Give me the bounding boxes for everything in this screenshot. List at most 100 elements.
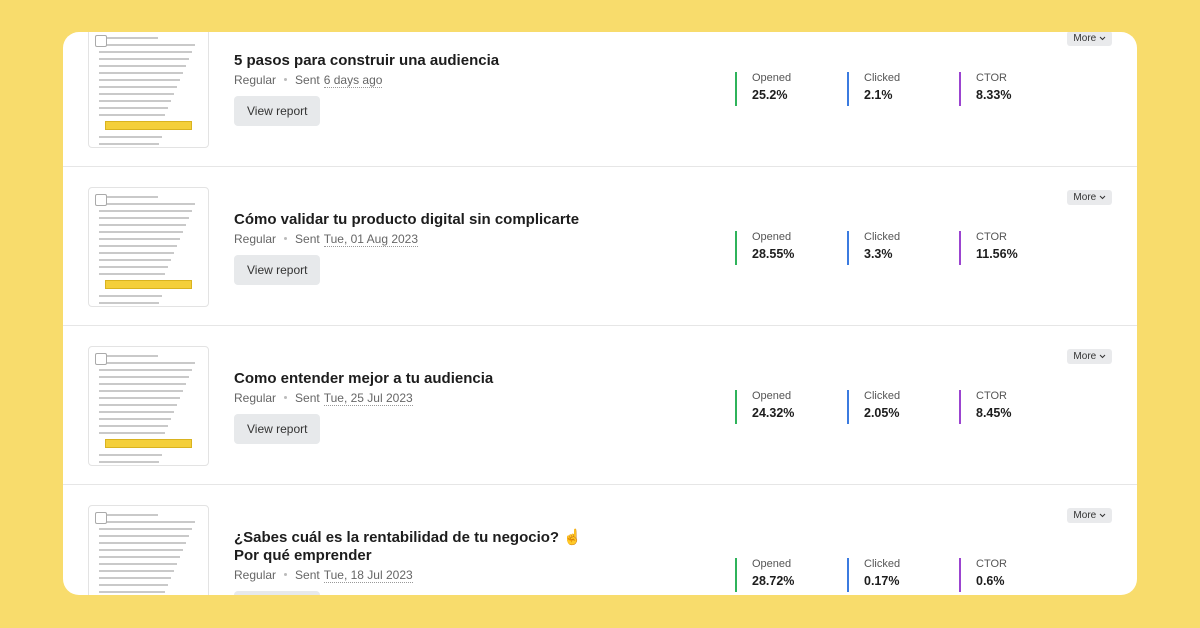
thumb-line xyxy=(99,79,181,81)
email-thumbnail xyxy=(88,32,209,148)
thumb-line xyxy=(99,203,196,205)
row-content: Cómo validar tu producto digital sin com… xyxy=(234,211,1071,285)
chevron xyxy=(1099,36,1106,41)
thumb-line xyxy=(99,58,190,60)
thumb-line xyxy=(99,584,169,586)
thumb-line xyxy=(99,196,159,198)
thumb-line xyxy=(99,432,166,434)
campaign-type: Regular xyxy=(234,568,277,582)
metric-label: Clicked xyxy=(864,390,901,402)
thumb-line xyxy=(99,266,169,268)
more-button[interactable]: More xyxy=(1067,190,1112,205)
metric-value: 0.6% xyxy=(976,574,1005,588)
thumb-button xyxy=(105,439,192,448)
thumb-line xyxy=(99,93,175,95)
thumb-line xyxy=(99,86,178,88)
sent-label: Sent xyxy=(295,73,320,87)
thumb-line xyxy=(99,210,193,212)
text-block: Como entender mejor a tu audiencia Regula… xyxy=(234,370,735,444)
btn-wrap: View report xyxy=(234,405,735,444)
metric: Clicked 2.1% xyxy=(847,72,959,106)
btn-wrap: View report xyxy=(234,582,735,595)
more-button[interactable]: More xyxy=(1067,508,1112,523)
metric: CTOR 0.6% xyxy=(959,558,1071,592)
metric-value: 2.05% xyxy=(864,406,900,420)
metric-value: 11.56% xyxy=(976,247,1018,261)
campaign-title: Cómo validar tu producto digital sin com… xyxy=(234,211,580,228)
thumb-line xyxy=(99,259,172,261)
campaign-row: 5 pasos para construir una audiencia Regu… xyxy=(63,32,1137,167)
thumb-line xyxy=(99,461,160,463)
thumb-line xyxy=(99,563,178,565)
campaign-row: Cómo validar tu producto digital sin com… xyxy=(63,167,1137,326)
thumb-line xyxy=(99,302,160,304)
metric-label: CTOR xyxy=(976,231,1007,243)
thumb-line xyxy=(99,542,187,544)
metric-value: 28.72% xyxy=(752,574,795,588)
metrics: Opened 25.2% Clicked 2.1% CTOR 8.33% xyxy=(735,72,1071,106)
metrics: Opened 28.72% Clicked 0.17% CTOR 0.6% xyxy=(735,558,1071,592)
metrics: Opened 24.32% Clicked 2.05% CTOR 8.45% xyxy=(735,390,1071,424)
campaign-meta: Regular Sent Tue, 25 Jul 2023 xyxy=(234,391,735,406)
chevron xyxy=(1099,195,1106,200)
metric: Opened 24.32% xyxy=(735,390,847,424)
sent-date: Tue, 18 Jul 2023 xyxy=(323,568,413,583)
more-button[interactable]: More xyxy=(1067,349,1112,364)
email-thumbnail xyxy=(88,187,209,307)
campaign-type: Regular xyxy=(234,232,277,246)
more-button[interactable]: More xyxy=(1067,32,1112,46)
sent-label: Sent xyxy=(295,391,320,405)
email-thumbnail xyxy=(88,505,209,595)
metric: Clicked 0.17% xyxy=(847,558,959,592)
thumb-line xyxy=(99,577,172,579)
thumb-line xyxy=(99,418,172,420)
metric-value: 8.45% xyxy=(976,406,1012,420)
thumb-line xyxy=(99,44,196,46)
checkbox[interactable] xyxy=(95,512,107,524)
btn-wrap: View report xyxy=(234,87,735,126)
metric: Clicked 2.05% xyxy=(847,390,959,424)
btn-wrap: View report xyxy=(234,246,735,285)
row-content: Como entender mejor a tu audiencia Regula… xyxy=(234,370,1071,444)
campaign-list: 5 pasos para construir una audiencia Regu… xyxy=(63,32,1137,595)
thumb-line xyxy=(99,397,181,399)
separator-dot xyxy=(284,573,288,577)
row-content: ¿Sabes cuál es la rentabilidad de tu neg… xyxy=(234,529,1071,595)
metric-label: Opened xyxy=(752,558,792,570)
metric-value: 8.33% xyxy=(976,88,1012,102)
campaign-meta: Regular Sent Tue, 01 Aug 2023 xyxy=(234,232,735,247)
view-report-button[interactable]: View report xyxy=(234,255,321,285)
thumb-line xyxy=(99,65,187,67)
thumb-line xyxy=(99,51,193,53)
view-report-button[interactable]: View report xyxy=(234,96,321,126)
thumb-line xyxy=(99,100,172,102)
metric: CTOR 8.45% xyxy=(959,390,1071,424)
checkbox[interactable] xyxy=(95,194,107,206)
metrics: Opened 28.55% Clicked 3.3% CTOR 11.56% xyxy=(735,231,1071,265)
metric: CTOR 11.56% xyxy=(959,231,1071,265)
sent-date: Tue, 01 Aug 2023 xyxy=(323,232,419,247)
thumb-line xyxy=(99,245,178,247)
text-block: ¿Sabes cuál es la rentabilidad de tu neg… xyxy=(234,529,735,595)
thumb-line xyxy=(99,224,187,226)
thumb-line xyxy=(99,570,175,572)
metric-value: 3.3% xyxy=(864,247,893,261)
thumb-line xyxy=(99,369,193,371)
thumb-line xyxy=(99,136,163,138)
view-report-button[interactable]: View report xyxy=(234,591,321,595)
metric: CTOR 8.33% xyxy=(959,72,1071,106)
thumb-line xyxy=(99,362,196,364)
metric: Clicked 3.3% xyxy=(847,231,959,265)
metric-label: Opened xyxy=(752,231,792,243)
metric: Opened 28.55% xyxy=(735,231,847,265)
checkbox[interactable] xyxy=(95,35,107,47)
checkbox[interactable] xyxy=(95,353,107,365)
thumb-line xyxy=(99,273,166,275)
thumb-line xyxy=(99,411,175,413)
chevron xyxy=(1099,354,1106,359)
metric-label: Opened xyxy=(752,390,792,402)
campaign-title: ¿Sabes cuál es la rentabilidad de tu neg… xyxy=(234,529,582,564)
thumb-button xyxy=(105,121,192,130)
thumb-line xyxy=(99,37,159,39)
view-report-button[interactable]: View report xyxy=(234,414,321,444)
